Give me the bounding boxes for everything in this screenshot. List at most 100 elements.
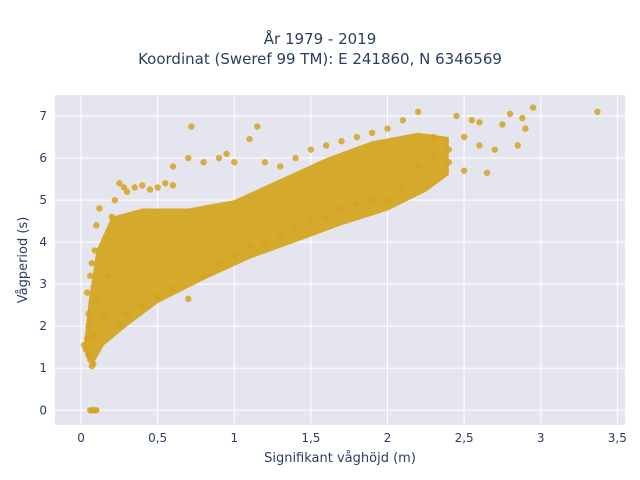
x-tick-label: 1,5: [301, 431, 320, 445]
data-point: [123, 188, 131, 195]
data-point: [368, 129, 376, 137]
data-point: [323, 142, 330, 149]
data-point: [277, 230, 284, 237]
y-tick-label: 2: [39, 319, 47, 333]
x-tick-label: 3: [537, 431, 545, 445]
data-point: [169, 163, 177, 170]
data-point: [307, 146, 315, 153]
data-point: [460, 133, 468, 141]
data-point: [261, 238, 269, 246]
data-point: [353, 133, 361, 141]
data-point: [514, 142, 521, 149]
data-point: [111, 196, 118, 204]
data-point: [200, 272, 207, 279]
data-point: [506, 110, 514, 118]
y-axis-label: Vågperiod (s): [16, 217, 31, 304]
data-point: [169, 182, 177, 189]
y-tick-label: 7: [39, 109, 47, 123]
data-point: [90, 360, 97, 368]
data-point: [91, 247, 99, 254]
y-tick-label: 3: [39, 277, 47, 291]
data-point: [100, 314, 108, 322]
data-point: [246, 135, 253, 143]
data-point: [87, 272, 94, 279]
data-point: [105, 272, 112, 279]
data-point: [246, 243, 253, 250]
data-point: [162, 180, 169, 187]
data-point: [353, 201, 361, 208]
data-point: [116, 323, 123, 330]
y-tick-label: 6: [39, 151, 47, 165]
data-point: [529, 104, 537, 111]
data-point: [414, 163, 422, 170]
data-point: [85, 323, 92, 330]
data-point: [254, 123, 261, 130]
data-point: [468, 117, 475, 124]
x-tick-label: 0,5: [148, 431, 167, 445]
y-tick-label: 1: [39, 361, 47, 375]
data-point: [231, 251, 238, 258]
data-point: [83, 335, 91, 343]
data-point: [522, 125, 529, 132]
data-point: [185, 154, 192, 162]
data-point: [90, 331, 97, 338]
data-point: [215, 259, 223, 267]
data-point: [146, 186, 154, 193]
data-point: [93, 222, 100, 229]
data-point: [323, 213, 330, 221]
data-point: [307, 217, 315, 225]
data-point: [483, 169, 491, 176]
y-tick-label: 0: [39, 403, 47, 417]
chart-title-line1: År 1979 - 2019: [263, 30, 377, 48]
data-point: [154, 184, 161, 191]
data-point: [82, 346, 89, 353]
data-point: [491, 146, 498, 153]
data-point: [368, 196, 376, 204]
data-point: [445, 159, 452, 166]
data-point: [83, 289, 91, 296]
data-point: [277, 163, 284, 170]
data-point: [93, 407, 100, 414]
x-tick-label: 3,5: [608, 431, 627, 445]
data-point: [476, 119, 483, 126]
x-tick-label: 1: [230, 431, 238, 445]
data-point: [200, 159, 207, 166]
data-point: [384, 125, 391, 132]
data-point: [384, 196, 391, 204]
data-point: [123, 310, 131, 317]
y-tick-label: 4: [39, 235, 47, 249]
y-axis-ticks: 0 1 2 3 4 5 6 7: [39, 109, 47, 417]
data-point: [292, 154, 299, 162]
data-point: [594, 108, 601, 116]
y-tick-label: 5: [39, 193, 47, 207]
data-point: [399, 117, 407, 124]
data-point: [185, 295, 192, 303]
data-point: [499, 121, 506, 128]
data-point: [399, 184, 407, 191]
data-point: [338, 138, 345, 145]
data-point: [88, 259, 95, 267]
data-point: [519, 114, 526, 122]
x-axis-label: Signifikant våghöjd (m): [264, 451, 416, 466]
x-tick-label: 2,5: [455, 431, 474, 445]
chart-title-line2: Koordinat (Sweref 99 TM): E 241860, N 63…: [138, 50, 502, 68]
data-point: [476, 142, 483, 149]
data-point: [338, 205, 345, 212]
x-tick-label: 2: [384, 431, 392, 445]
data-point: [169, 285, 177, 292]
data-point: [430, 133, 437, 141]
data-point: [188, 123, 195, 130]
data-point: [231, 159, 238, 166]
point-cloud: [84, 132, 449, 364]
data-point: [139, 301, 146, 309]
data-point: [154, 293, 161, 300]
data-point: [96, 205, 103, 212]
data-point: [453, 112, 460, 120]
x-tick-label: 0: [77, 431, 85, 445]
data-point: [85, 310, 92, 317]
data-point: [139, 182, 146, 189]
point-cloud-area: [84, 132, 449, 364]
data-point: [261, 159, 269, 166]
x-axis-ticks: 0 0,5 1 1,5 2 2,5 3 3,5: [77, 431, 627, 445]
